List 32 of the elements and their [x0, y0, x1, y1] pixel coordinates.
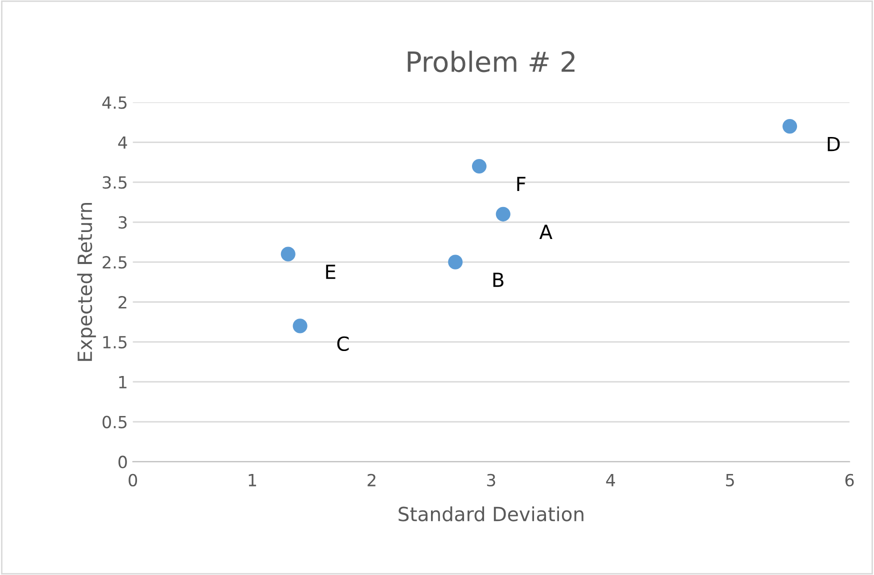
x-tick-label: 2 [368, 474, 376, 486]
point [280, 246, 296, 262]
y-tick-label: 2.5 [102, 256, 127, 269]
annotation: D [828, 136, 840, 152]
annotation: A [539, 224, 552, 239]
point [782, 119, 798, 134]
point [472, 158, 487, 174]
x-tick-label: 3 [487, 474, 496, 486]
y-tick-label: 1.5 [103, 336, 127, 348]
y-tick-label: 2 [118, 296, 126, 308]
x-tick-label: 6 [845, 474, 854, 486]
x-tick-label: 0 [128, 474, 138, 486]
y-tick-label: 3 [118, 216, 127, 229]
y-tick-label: 3.5 [102, 176, 127, 189]
y-tick-label: 4.5 [102, 96, 127, 109]
point [448, 254, 463, 270]
y-tick-label: 1 [119, 376, 126, 388]
point [496, 206, 510, 222]
annotation: B [493, 272, 504, 287]
x-tick-label: 5 [726, 474, 734, 486]
x-tick-label: 4 [606, 474, 615, 486]
y-axis-title: Expected Return [77, 202, 96, 361]
x-tick-label: 1 [248, 474, 256, 486]
x-axis-title: Standard Deviation [398, 506, 584, 522]
point [292, 318, 308, 334]
y-tick-label: 4 [118, 136, 128, 149]
chart-title: Problem # 2 [408, 50, 574, 72]
annotation: E [326, 264, 336, 279]
y-tick-label: 0 [118, 456, 127, 468]
y-tick-label: 0.5 [102, 416, 127, 428]
annotation: C [337, 336, 349, 352]
annotation: F [517, 176, 526, 192]
